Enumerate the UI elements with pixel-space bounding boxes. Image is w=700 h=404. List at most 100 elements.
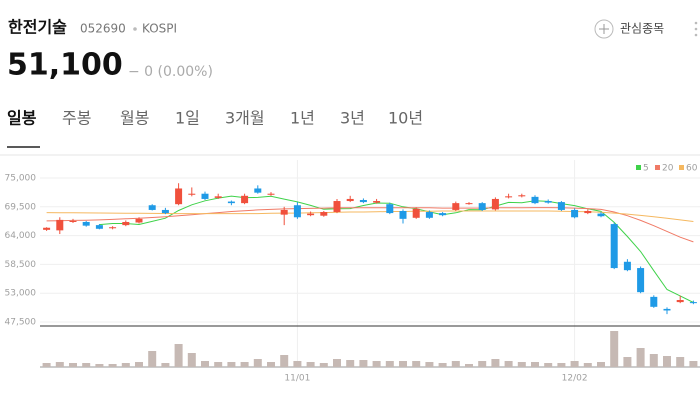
y-tick-label: 75,000 bbox=[5, 174, 37, 184]
candle-body bbox=[96, 225, 103, 229]
volume-bar bbox=[663, 356, 671, 367]
tab[interactable]: 1일 bbox=[175, 109, 200, 128]
candle-body bbox=[571, 210, 578, 217]
candle-body bbox=[452, 203, 459, 210]
candle-body bbox=[532, 197, 539, 203]
candle-body bbox=[83, 222, 90, 226]
x-tick-label: 11/01 bbox=[284, 374, 310, 384]
candle-body bbox=[545, 201, 552, 203]
volume-bar bbox=[557, 363, 565, 367]
ma-line bbox=[47, 208, 694, 242]
volume-bar bbox=[56, 362, 64, 367]
candle-body bbox=[136, 219, 143, 223]
x-tick-label: 12/02 bbox=[562, 374, 588, 384]
volume-bar bbox=[69, 363, 77, 367]
volume-bar bbox=[676, 357, 684, 367]
candle-body bbox=[307, 214, 314, 216]
candle-body bbox=[558, 202, 565, 210]
volume-bar bbox=[452, 361, 460, 367]
tab[interactable]: 10년 bbox=[388, 109, 423, 128]
candle-body bbox=[584, 211, 591, 213]
tab[interactable]: 월봉 bbox=[120, 109, 149, 128]
candle-body bbox=[268, 194, 275, 195]
candle-body bbox=[505, 196, 512, 197]
volume-bar bbox=[386, 361, 394, 367]
chart: 47,50053,00058,50064,00069,50075,00011/0… bbox=[5, 160, 700, 384]
candle-body bbox=[386, 204, 393, 213]
volume-bar bbox=[478, 361, 486, 367]
volume-bar bbox=[597, 362, 605, 367]
candle-body bbox=[413, 209, 420, 218]
candle-body bbox=[149, 205, 156, 210]
volume-bar bbox=[412, 361, 420, 367]
volume-bar bbox=[399, 361, 407, 367]
more-icon[interactable] bbox=[695, 22, 698, 37]
volume-bar bbox=[637, 348, 645, 367]
candle-body bbox=[320, 212, 327, 216]
candle-body bbox=[360, 200, 367, 202]
candle-body bbox=[334, 201, 341, 212]
candle-body bbox=[70, 221, 77, 222]
y-tick-label: 64,000 bbox=[5, 231, 37, 241]
tab[interactable]: 일봉 bbox=[7, 109, 37, 128]
candle-body bbox=[611, 224, 618, 268]
volume-bar bbox=[518, 362, 526, 367]
candle-body bbox=[56, 220, 63, 230]
volume-bar bbox=[175, 344, 183, 367]
legend-swatch bbox=[655, 165, 660, 170]
tab[interactable]: 1년 bbox=[290, 109, 315, 128]
volume-bar bbox=[373, 361, 381, 367]
volume-bar bbox=[82, 363, 90, 367]
volume-bar bbox=[491, 359, 499, 367]
volume-bar bbox=[267, 362, 275, 367]
candle-body bbox=[677, 300, 684, 302]
tabs: 일봉 주봉 월봉 1일 3개월 1년 3년 10년 bbox=[7, 109, 423, 148]
candle-body bbox=[400, 211, 407, 219]
price: 51,100 bbox=[7, 48, 123, 83]
candle-body bbox=[347, 199, 354, 201]
volume-bar bbox=[214, 362, 222, 367]
volume-bar bbox=[135, 362, 143, 367]
candle-body bbox=[426, 212, 433, 218]
plus-sign bbox=[599, 24, 609, 34]
candle-body bbox=[188, 194, 195, 195]
volume-bar bbox=[254, 359, 262, 367]
stock-code: 052690 bbox=[80, 22, 126, 36]
candle-body bbox=[664, 309, 671, 311]
candle-body bbox=[175, 188, 182, 204]
candle-body bbox=[281, 210, 288, 215]
volume-bar bbox=[43, 363, 51, 367]
candle-body bbox=[294, 205, 301, 217]
tab[interactable]: 3개월 bbox=[225, 109, 265, 128]
volume-bar bbox=[161, 363, 169, 367]
change: − 0 (0.00%) bbox=[128, 64, 213, 80]
candle-body bbox=[241, 196, 248, 203]
volume-bar bbox=[650, 354, 658, 367]
watch-button[interactable]: 관심종목 bbox=[595, 20, 664, 38]
stock-name: 한전기술 bbox=[8, 18, 67, 37]
volume-bar bbox=[346, 360, 354, 367]
candle-body bbox=[215, 196, 222, 198]
volume-bar bbox=[359, 360, 367, 367]
legend-label: 60 bbox=[686, 164, 698, 174]
volume-bar bbox=[623, 357, 631, 367]
volume-bar bbox=[122, 363, 130, 367]
volume-bar bbox=[188, 353, 196, 367]
watch-label: 관심종목 bbox=[620, 22, 664, 36]
tab[interactable]: 주봉 bbox=[62, 109, 91, 128]
market: KOSPI bbox=[142, 22, 177, 36]
candle-body bbox=[122, 222, 129, 225]
separator-dot bbox=[133, 27, 137, 31]
volume-bar bbox=[584, 363, 592, 367]
volume-bar bbox=[201, 361, 209, 367]
candle-body bbox=[466, 203, 473, 204]
volume-bar bbox=[505, 361, 513, 367]
candle-body bbox=[518, 195, 525, 196]
tab[interactable]: 3년 bbox=[340, 109, 365, 128]
volume-bar bbox=[95, 364, 103, 367]
candle-body bbox=[373, 201, 380, 203]
volume-bar bbox=[320, 363, 328, 367]
volume-bar bbox=[333, 359, 341, 367]
volume-bar bbox=[571, 361, 579, 367]
